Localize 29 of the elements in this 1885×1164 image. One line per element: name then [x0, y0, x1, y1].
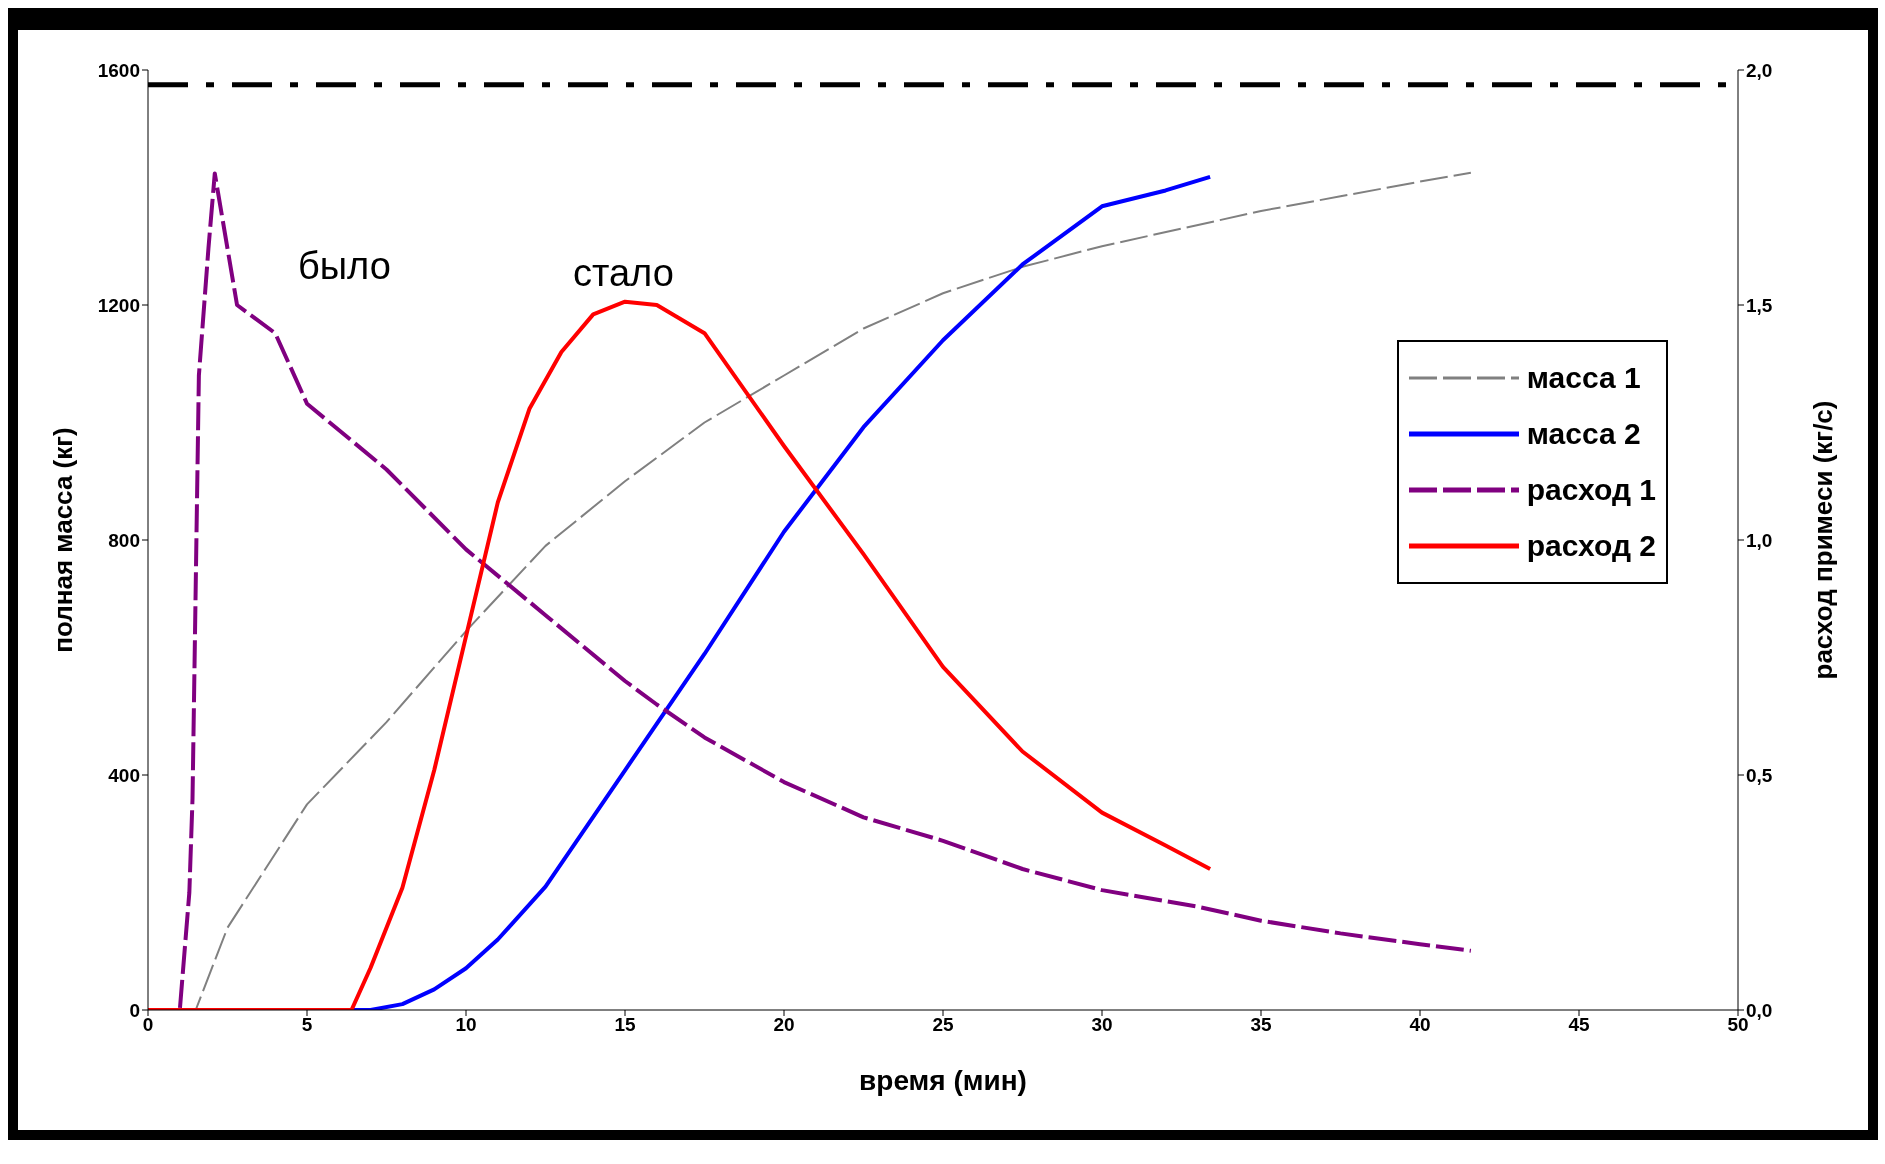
annotation: стало	[573, 252, 674, 295]
legend-label: расход 1	[1526, 473, 1656, 507]
y-tick-label: 800	[108, 529, 140, 551]
annotation: было	[298, 245, 391, 288]
y-tick-label: 0	[129, 999, 140, 1021]
y2-axis-title: расход примеси (кг/с)	[1808, 400, 1839, 680]
y-axis-title: полная масса (кг)	[48, 427, 79, 653]
y2-tick-label: 0,5	[1746, 764, 1773, 786]
y2-tick-label: 2,0	[1746, 59, 1773, 81]
x-tick-label: 40	[1409, 1014, 1431, 1036]
x-axis-title: время (мин)	[859, 1065, 1027, 1096]
x-tick-label: 0	[142, 1014, 154, 1036]
x-tick-label: 45	[1568, 1014, 1590, 1036]
legend-label: расход 2	[1526, 529, 1656, 563]
x-tick-label: 35	[1250, 1014, 1272, 1036]
x-tick-label: 10	[455, 1014, 477, 1036]
x-tick-label: 30	[1091, 1014, 1113, 1036]
legend-label: масса 1	[1526, 361, 1641, 395]
x-tick-label: 20	[773, 1014, 795, 1036]
y-tick-label: 1600	[97, 59, 140, 81]
y2-tick-label: 1,5	[1746, 294, 1773, 316]
x-tick-label: 15	[614, 1014, 636, 1036]
y2-tick-label: 1,0	[1746, 529, 1773, 551]
x-tick-label: 5	[301, 1014, 313, 1036]
y-tick-label: 1200	[97, 294, 140, 316]
y2-tick-label: 0,0	[1746, 999, 1773, 1021]
x-tick-label: 25	[932, 1014, 954, 1036]
y-tick-label: 400	[108, 764, 140, 786]
legend-label: масса 2	[1526, 417, 1641, 451]
